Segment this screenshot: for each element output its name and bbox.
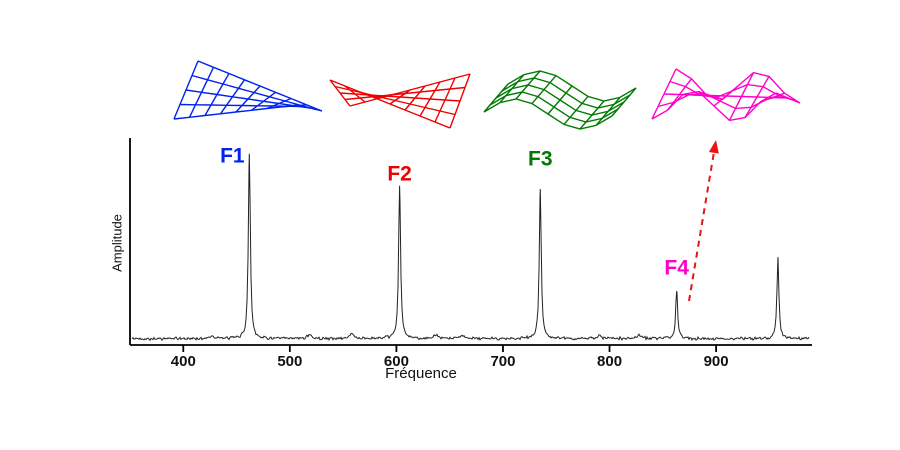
mode-shape-f2: [329, 73, 471, 129]
x-tick-800: 800: [597, 353, 623, 370]
peak-label-f3: F3: [528, 147, 553, 171]
peak-label-f2: F2: [387, 162, 412, 186]
x-axis-label: Fréquence: [385, 365, 457, 382]
x-tick-500: 500: [277, 353, 303, 370]
axes: [129, 138, 812, 352]
peak-label-f4: F4: [664, 256, 689, 280]
f4-mode-arrow: [688, 140, 719, 302]
x-tick-400: 400: [170, 353, 196, 370]
x-tick-700: 700: [490, 353, 516, 370]
x-tick-900: 900: [703, 353, 729, 370]
x-tick-600: 600: [383, 353, 409, 370]
y-axis-label: Amplitude: [109, 214, 125, 272]
mode-shape-f1: [173, 60, 323, 120]
spectrum-trace: [131, 153, 810, 342]
peak-label-f1: F1: [220, 144, 245, 168]
mode-shape-f3: [483, 70, 637, 130]
mode-shape-f4: [651, 68, 801, 122]
